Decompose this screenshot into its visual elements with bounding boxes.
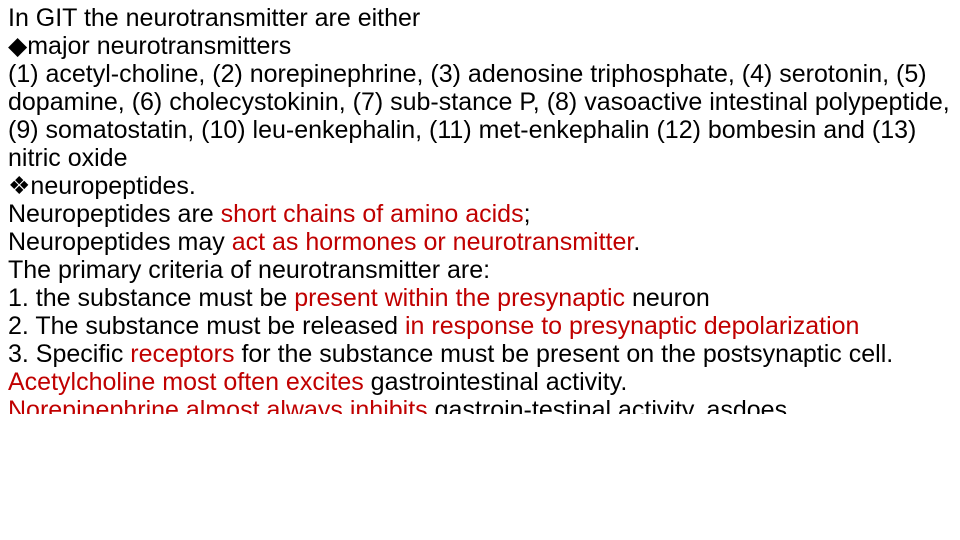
text-a: Acetylcholine most often excites bbox=[8, 368, 371, 396]
criteria-heading: The primary criteria of neurotransmitter… bbox=[8, 256, 952, 284]
text-a: Norepinephrine almost always inhibits bbox=[8, 396, 435, 414]
text: In GIT the neurotransmitter are either bbox=[8, 4, 420, 32]
criterion-3: 3. Specific receptors for the substance … bbox=[8, 340, 952, 368]
neuropeptides-heading: ❖neuropeptides. bbox=[8, 172, 952, 200]
criterion-1: 1. the substance must be present within … bbox=[8, 284, 952, 312]
text-c: . bbox=[633, 228, 640, 256]
diamond-filled-icon: ◆ bbox=[8, 32, 27, 60]
text-b: present within the presynaptic bbox=[294, 284, 632, 312]
text-b: short chains of amino acids bbox=[221, 200, 524, 228]
text-b: gastrointestinal activity. bbox=[371, 368, 628, 396]
acetylcholine-line: Acetylcholine most often excites gastroi… bbox=[8, 368, 952, 396]
major-heading: ◆major neurotransmitters bbox=[8, 32, 952, 60]
text-c: for the substance must be present on the… bbox=[241, 340, 893, 368]
diamond-outlined-icon: ❖ bbox=[8, 172, 30, 200]
text-a: 2. The substance must be released bbox=[8, 312, 405, 340]
text: The primary criteria of neurotransmitter… bbox=[8, 256, 490, 284]
neuropeptides-role: Neuropeptides may act as hormones or neu… bbox=[8, 228, 952, 256]
text: neuropeptides. bbox=[30, 172, 195, 200]
text-a: 3. Specific bbox=[8, 340, 130, 368]
text: (1) acetyl-choline, (2) norepinephrine, … bbox=[8, 60, 950, 172]
major-list: (1) acetyl-choline, (2) norepinephrine, … bbox=[8, 60, 952, 172]
text-a: Neuropeptides may bbox=[8, 228, 232, 256]
text-c: ; bbox=[524, 200, 531, 228]
text-b: gastroin-testinal activity, asdoes bbox=[435, 396, 787, 414]
text-b: in response to presynaptic depolarizatio… bbox=[405, 312, 859, 340]
criterion-2: 2. The substance must be released in res… bbox=[8, 312, 952, 340]
norepinephrine-line: Norepinephrine almost always inhibits ga… bbox=[8, 396, 952, 414]
text-c: neuron bbox=[632, 284, 710, 312]
intro-line: In GIT the neurotransmitter are either bbox=[8, 4, 952, 32]
text-b: act as hormones or neurotransmitter bbox=[232, 228, 634, 256]
text: major neurotransmitters bbox=[27, 32, 291, 60]
text-a: 1. the substance must be bbox=[8, 284, 294, 312]
text-b: receptors bbox=[130, 340, 241, 368]
neuropeptides-def: Neuropeptides are short chains of amino … bbox=[8, 200, 952, 228]
text-a: Neuropeptides are bbox=[8, 200, 221, 228]
